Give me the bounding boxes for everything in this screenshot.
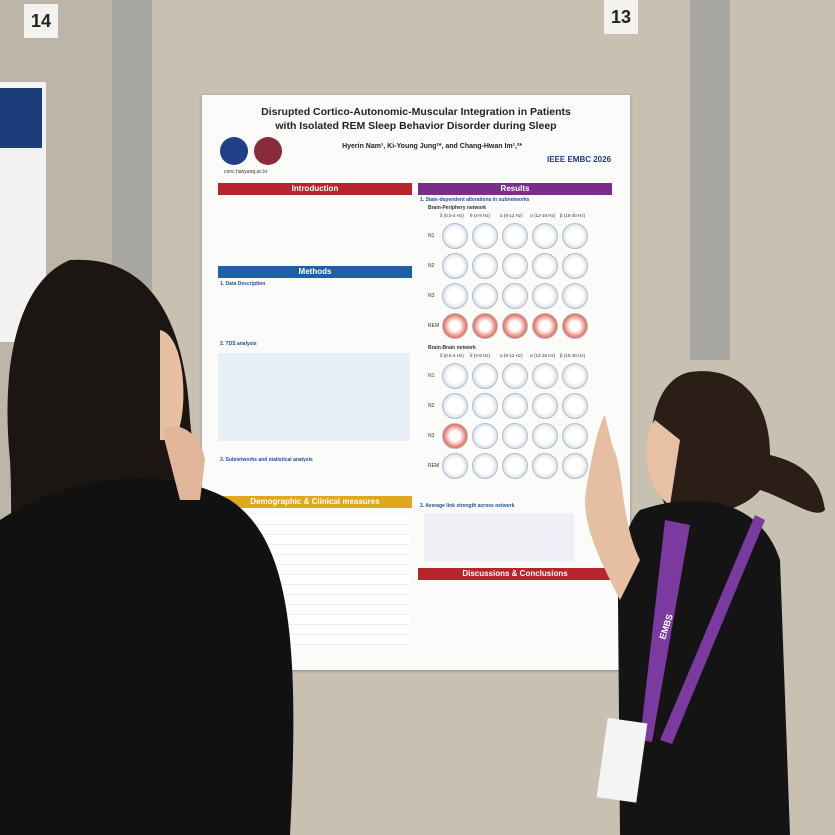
connectivity-circle [502,253,528,279]
band-label: σ (12-15 Hz) [530,353,556,358]
network-label: Brain-Brain network [428,345,476,351]
band-label: θ (4-8 Hz) [470,353,491,358]
connectivity-circle [562,423,588,449]
connectivity-circle [532,393,558,419]
badge [596,717,648,803]
board-number: 14 [24,4,58,38]
face [160,330,184,440]
connectivity-circle [442,313,468,339]
stage-label: REM [428,463,440,469]
connectivity-circle [532,253,558,279]
section-header: Methods [218,266,412,278]
face [646,420,680,505]
lanyard [660,515,765,744]
logo [220,137,248,165]
connectivity-circle [472,423,498,449]
section-header: Discussions & Conclusions [418,568,612,580]
subsection: 1. State-dependent alterations in subnet… [420,197,530,203]
connectivity-circle [532,223,558,249]
poster-title: Disrupted Cortico-Autonomic-Muscular Int… [232,105,600,133]
connectivity-circle [442,393,468,419]
poster: Disrupted Cortico-Autonomic-Muscular Int… [202,95,630,670]
connectivity-circle [442,223,468,249]
connectivity-circle [502,363,528,389]
connectivity-circle [472,283,498,309]
hair [651,371,825,514]
connectivity-circle [442,283,468,309]
stage-label: N3 [428,293,435,299]
connectivity-circle [502,423,528,449]
connectivity-circle [442,453,468,479]
url: conc.hanyang.ac.kr [224,169,268,175]
section-header: Demographic & Clinical measures [218,496,412,508]
connectivity-circle [562,253,588,279]
subsection: 2. Average link strength across network [420,503,515,509]
tds-figure [218,353,410,441]
connectivity-circle [562,393,588,419]
network-label: Brain-Periphery network [428,205,487,211]
title-line: with Isolated REM Sleep Behavior Disorde… [275,120,557,132]
title-line: Disrupted Cortico-Autonomic-Muscular Int… [261,106,571,118]
top [618,500,790,835]
connectivity-circle [442,363,468,389]
connectivity-circle [532,283,558,309]
band-label: δ (0.5-4 Hz) [440,213,464,218]
subsection: 2. TDS analysis [220,341,257,347]
connectivity-circle [502,283,528,309]
connectivity-circle [562,453,588,479]
connectivity-circle [502,453,528,479]
connectivity-circle [532,313,558,339]
stage-label: N2 [428,403,435,409]
connectivity-circle [502,223,528,249]
neighbor-poster-block [0,88,42,148]
board-number: 13 [604,0,638,34]
frame-post [690,0,730,360]
stage-label: N1 [428,373,435,379]
stage-label: N3 [428,433,435,439]
lanyard [640,520,690,742]
connectivity-circle [442,253,468,279]
connectivity-circle [532,423,558,449]
band-label: θ (4-8 Hz) [470,213,491,218]
band-label: β (15-30 Hz) [560,213,586,218]
authors: Hyerin Nam¹, Ki-Young Jung²*, and Chang-… [342,143,522,150]
connectivity-circle [532,363,558,389]
connectivity-circle [562,283,588,309]
band-label: δ (0.5-4 Hz) [440,353,464,358]
section-header: Introduction [218,183,412,195]
connectivity-circle [562,363,588,389]
connectivity-circle [472,313,498,339]
connectivity-circle [532,453,558,479]
connectivity-circle [472,363,498,389]
connectivity-circle [472,253,498,279]
connectivity-circle [472,453,498,479]
bar-figure [424,513,574,561]
subsection: 1. Data Description [220,281,266,287]
band-label: β (15-30 Hz) [560,353,586,358]
hand [162,426,205,500]
stage-label: N2 [428,263,435,269]
conference: IEEE EMBC 2026 [547,155,612,164]
stage-label: REM [428,323,440,329]
subsection: 3. Subnetworks and statistical analysis [220,457,313,463]
connectivity-circle [502,313,528,339]
logo [254,137,282,165]
connectivity-circle [472,223,498,249]
arm [585,415,640,600]
connectivity-circle [442,423,468,449]
circle-grids: δ (0.5-4 Hz) θ (4-8 Hz) α (8-12 Hz) σ (12-1… [202,95,630,670]
band-label: σ (12-15 Hz) [530,213,556,218]
connectivity-circle [562,223,588,249]
band-label: α (8-12 Hz) [500,213,523,218]
band-label: α (8-12 Hz) [500,353,523,358]
section-header: Results [418,183,612,195]
connectivity-circle [472,393,498,419]
connectivity-circle [562,313,588,339]
connectivity-circle [502,393,528,419]
top [0,478,294,835]
stage-label: N1 [428,233,435,239]
